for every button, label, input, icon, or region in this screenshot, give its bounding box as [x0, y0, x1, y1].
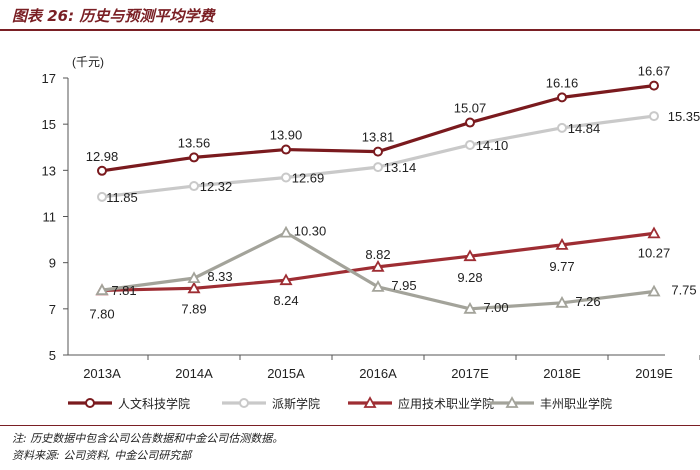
data-label: 7.75 [671, 283, 696, 298]
data-point [647, 226, 661, 239]
chart-axes: 5 7 9 11 13 15 17 (千元) 2013A 2014A 2015A 2016A 2017E… [42, 55, 700, 381]
legend-marker [239, 398, 249, 408]
data-label: 14.84 [568, 121, 601, 136]
data-label: 15.35 [668, 109, 700, 124]
data-point [97, 191, 107, 202]
data-point [647, 284, 661, 297]
y-tick-label: 15 [42, 117, 56, 132]
legend-label: 人文科技学院 [118, 396, 190, 411]
title-rule [0, 29, 700, 31]
data-label: 13.81 [362, 130, 395, 145]
data-label: 12.98 [86, 149, 119, 164]
data-label: 13.56 [178, 135, 211, 150]
line-chart: 5 7 9 11 13 15 17 (千元) 2013A 2014A 2015A 2016A 2017E… [42, 55, 700, 411]
data-label: 8.33 [207, 269, 232, 284]
data-label: 16.16 [546, 75, 579, 90]
data-label: 8.82 [365, 247, 390, 262]
data-label: 7.00 [483, 300, 508, 315]
y-tick-label: 17 [42, 71, 56, 86]
y-unit-label: (千元) [72, 55, 104, 69]
data-point [555, 238, 569, 250]
data-point [373, 162, 383, 173]
y-tick-label: 11 [43, 210, 57, 225]
x-tick-label: 2017E [451, 366, 489, 381]
data-label: 14.10 [476, 138, 509, 153]
data-point [649, 111, 659, 122]
legend-label: 应用技术职业学院 [398, 396, 494, 411]
data-point [557, 92, 567, 103]
data-point [279, 273, 293, 286]
data-point [555, 295, 569, 308]
data-label: 7.95 [391, 278, 416, 293]
figure-notes: 注: 历史数据中包含公司公告数据和中金公司估测数据。 资料来源: 公司资料, 中… [12, 430, 283, 464]
data-label: 12.69 [292, 170, 325, 185]
data-label: 9.28 [457, 270, 482, 285]
legend-marker [505, 396, 519, 408]
data-point [97, 165, 107, 176]
figure-title: 图表 26: 历史与预测平均学费 [12, 7, 215, 25]
y-tick-label: 5 [49, 348, 56, 363]
data-point [281, 172, 291, 183]
data-label: 10.30 [294, 224, 327, 239]
data-point [189, 152, 199, 163]
data-point [557, 122, 567, 133]
legend-label: 派斯学院 [272, 396, 320, 411]
data-label: 15.07 [454, 101, 487, 116]
data-label: 7.80 [89, 306, 114, 321]
data-point [463, 249, 477, 262]
footer-rule [0, 425, 700, 426]
legend-marker [85, 398, 95, 408]
data-label: 10.27 [638, 245, 671, 260]
x-tick-label: 2015A [267, 366, 305, 381]
data-point [371, 259, 385, 272]
figure-note: 注: 历史数据中包含公司公告数据和中金公司估测数据。 [12, 432, 284, 445]
data-point [281, 144, 291, 155]
data-point [189, 181, 199, 192]
data-point [187, 281, 201, 294]
y-tick-label: 7 [49, 302, 56, 317]
data-point [463, 301, 477, 314]
chart-legend: 人文科技学院 派斯学院 应用技术职业学院 丰州职业学院 [68, 396, 612, 411]
x-tick-label: 2018E [543, 366, 581, 381]
data-label: 7.89 [181, 301, 206, 316]
figure-source: 资料来源: 公司资料, 中金公司研究部 [12, 449, 192, 462]
data-label: 9.77 [549, 259, 574, 274]
series-lines [101, 84, 655, 311]
data-point [465, 139, 475, 150]
data-point [649, 80, 659, 91]
data-point [279, 225, 293, 238]
data-point [373, 146, 383, 157]
x-tick-label: 2014A [175, 366, 213, 381]
series-markers [95, 80, 661, 314]
data-label: 8.24 [273, 293, 298, 308]
x-tick-label: 2016A [359, 366, 397, 381]
y-tick-label: 9 [49, 256, 56, 271]
data-label: 12.32 [200, 179, 233, 194]
x-tick-label: 2013A [83, 366, 121, 381]
x-tick-label: 2019E [635, 366, 673, 381]
legend-item: 派斯学院 [222, 396, 320, 411]
legend-label: 丰州职业学院 [540, 396, 612, 411]
legend-item: 应用技术职业学院 [348, 396, 494, 411]
data-label: 7.81 [111, 283, 136, 298]
y-tick-label: 13 [42, 163, 56, 178]
data-label: 11.85 [106, 190, 138, 205]
data-point [371, 280, 385, 292]
data-label: 13.14 [384, 160, 417, 175]
legend-item: 人文科技学院 [68, 396, 190, 411]
data-labels: 12.98 13.56 13.90 13.81 15.07 16.16 16.67 11.85… [86, 64, 700, 322]
data-point [465, 117, 475, 128]
legend-marker [363, 396, 377, 408]
data-label: 13.90 [270, 128, 303, 143]
data-label: 16.67 [638, 64, 671, 79]
legend-item: 丰州职业学院 [490, 396, 612, 411]
data-point [95, 283, 109, 296]
data-label: 7.26 [575, 294, 600, 309]
data-point [187, 271, 201, 284]
